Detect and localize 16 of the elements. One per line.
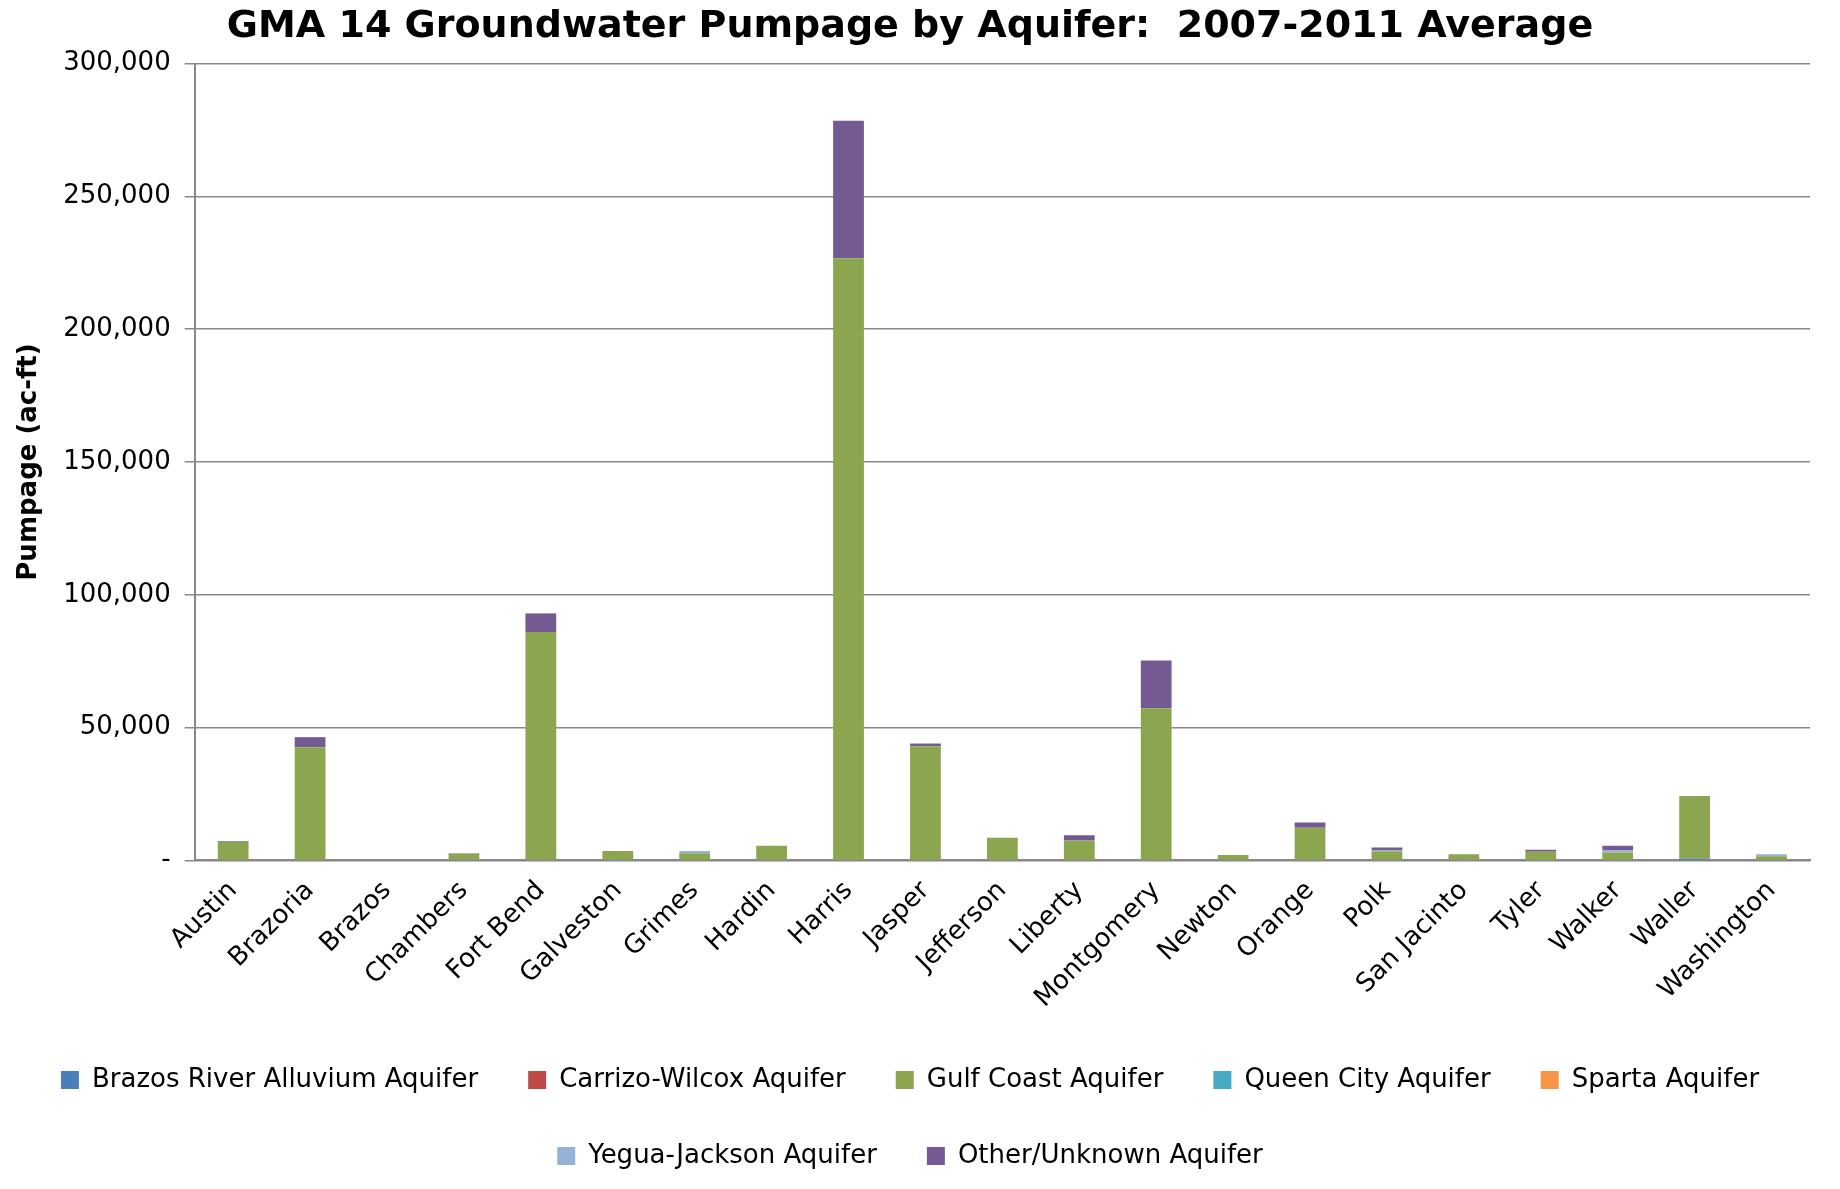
legend-label: Queen City Aquifer [1244,1062,1491,1093]
legend-label: Yegua-Jackson Aquifer [587,1138,878,1169]
y-tick-label: 150,000 [63,444,171,475]
y-tick-label: 50,000 [79,710,171,741]
y-tick-label: 300,000 [63,46,171,77]
y-tick-label: 100,000 [63,577,171,608]
chart-title: GMA 14 Groundwater Pumpage by Aquifer: 2007-2011 Average [226,1,1594,46]
y-tick-label: - [161,843,171,874]
legend-label: Brazos River Alluvium Aquifer [91,1062,479,1093]
legend-label: Gulf Coast Aquifer [926,1062,1164,1093]
y-tick-label: 250,000 [63,179,171,210]
legend-label: Other/Unknown Aquifer [957,1138,1264,1169]
legend-label: Carrizo-Wilcox Aquifer [559,1062,847,1093]
y-axis-title: Pumpage (ac-ft) [12,343,43,581]
legend-label: Sparta Aquifer [1571,1062,1760,1093]
y-tick-label: 200,000 [63,311,171,342]
